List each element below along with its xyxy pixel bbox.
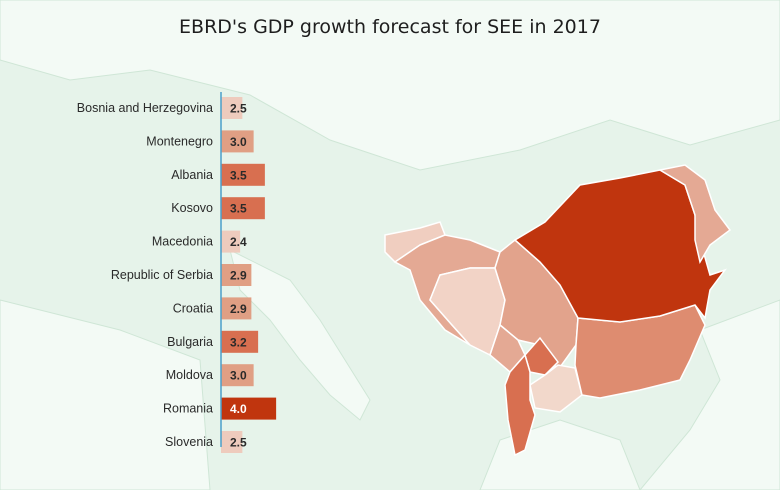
bar xyxy=(221,397,277,420)
data-label: 3.5 xyxy=(230,202,247,216)
map-land-north xyxy=(0,0,780,171)
map-region-romania xyxy=(513,169,728,323)
bar xyxy=(221,431,243,453)
data-label: 3.2 xyxy=(230,335,247,349)
data-label: 2.9 xyxy=(230,302,247,316)
category-label: Albania xyxy=(171,168,213,182)
category-label: Croatia xyxy=(173,301,213,315)
map-land-southwest xyxy=(0,299,211,490)
map-land-italy xyxy=(229,249,371,421)
map-region-albania xyxy=(504,353,536,457)
bar xyxy=(221,297,252,320)
category-label: Kosovo xyxy=(171,201,213,215)
map-land-east xyxy=(639,299,780,490)
data-label: 3.0 xyxy=(230,369,247,383)
category-label: Bulgaria xyxy=(167,335,213,349)
bar xyxy=(221,230,241,253)
data-label: 3.0 xyxy=(230,135,247,149)
chart-title: EBRD's GDP growth forecast for SEE in 20… xyxy=(179,16,601,38)
bar xyxy=(221,264,252,286)
bar xyxy=(221,163,265,186)
data-label: 2.4 xyxy=(230,235,247,249)
map-region-moldova xyxy=(657,164,732,265)
category-label: Romania xyxy=(163,402,213,416)
data-label: 2.9 xyxy=(230,269,247,283)
data-label: 3.5 xyxy=(230,168,247,182)
category-label: Montenegro xyxy=(146,134,213,148)
bar xyxy=(221,130,254,153)
bars-group: Bosnia and Herzegovina 2.5 Montenegro 3.0 Al… xyxy=(77,97,277,453)
category-label: Slovenia xyxy=(165,435,213,449)
category-label: Bosnia and Herzegovina xyxy=(77,101,213,115)
category-label: Macedonia xyxy=(152,235,213,249)
data-label: 2.5 xyxy=(230,102,247,116)
bar xyxy=(221,197,265,220)
bar xyxy=(221,330,259,353)
bar xyxy=(221,97,243,119)
bar xyxy=(221,364,254,387)
category-label: Republic of Serbia xyxy=(111,268,213,282)
category-label: Moldova xyxy=(166,368,213,382)
data-label: 4.0 xyxy=(230,402,247,416)
map-region-macedonia xyxy=(529,364,583,413)
data-label: 2.5 xyxy=(230,436,247,450)
